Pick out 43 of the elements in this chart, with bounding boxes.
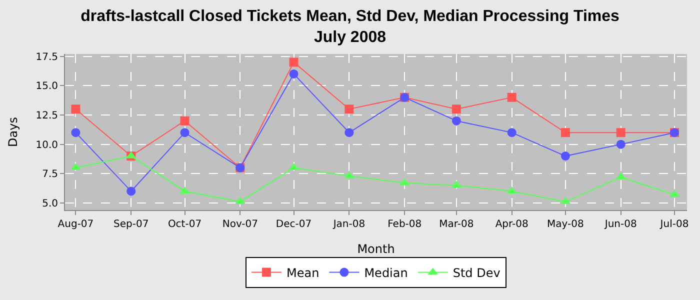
point <box>71 104 80 114</box>
legend-label: Std Dev <box>452 266 500 280</box>
point <box>71 128 80 138</box>
y-tick-label: 10.0 <box>36 140 58 151</box>
x-tick-label: Mar-08 <box>439 219 474 230</box>
point <box>70 163 81 170</box>
point <box>452 104 461 114</box>
x-tick-label: Oct-07 <box>168 219 202 230</box>
y-axis-title: Days <box>6 117 20 147</box>
y-tick-label: 5.0 <box>42 198 58 210</box>
y-tick-label: 15.0 <box>36 81 58 92</box>
point <box>180 128 190 138</box>
x-tick-label: Jul-08 <box>659 219 689 230</box>
x-tick-label: Apr-08 <box>495 219 528 230</box>
x-axis-title: Month <box>357 242 395 256</box>
x-tick-label: May-08 <box>547 219 584 230</box>
x-tick-label: Jan-08 <box>332 219 366 230</box>
x-tick-label: Feb-08 <box>388 219 422 230</box>
point <box>616 140 626 149</box>
point <box>507 92 516 102</box>
point <box>560 128 570 138</box>
x-tick-label: Jun-08 <box>604 219 637 230</box>
point <box>289 58 298 67</box>
y-tick-label: 12.5 <box>36 110 58 122</box>
point <box>560 152 570 161</box>
y-tick-label: 7.5 <box>42 169 58 180</box>
point <box>126 186 136 196</box>
point <box>452 116 461 126</box>
point <box>180 116 190 126</box>
point <box>344 104 354 114</box>
point <box>288 163 299 170</box>
x-tick-label: Aug-07 <box>58 219 94 230</box>
chart-title: drafts-lastcall Closed Tickets Mean, Std Dev, Median Processing Times July 2008 <box>80 8 620 46</box>
x-tick-label: Dec-07 <box>276 219 312 230</box>
point <box>507 128 516 138</box>
x-tick-label: Sep-07 <box>114 219 149 230</box>
y-tick-label: 17.5 <box>36 52 58 63</box>
point <box>289 69 298 78</box>
point <box>616 128 626 138</box>
legend-label: Median <box>364 266 408 280</box>
x-tick-label: Nov-07 <box>222 219 258 230</box>
legend-label: Mean <box>286 266 320 280</box>
point <box>344 128 354 138</box>
